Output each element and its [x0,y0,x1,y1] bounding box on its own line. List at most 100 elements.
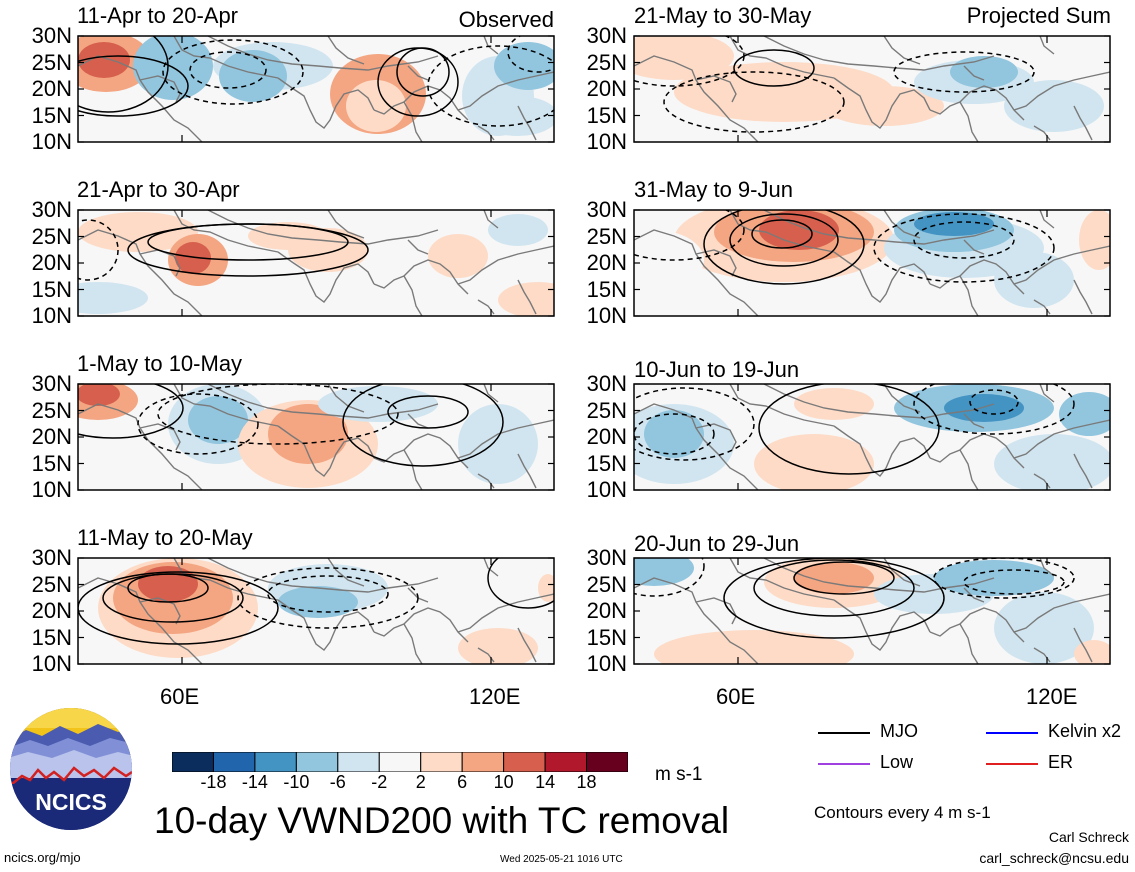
mjo-contour [723,558,945,639]
panel-title-6: 10-Jun to 19-Jun [634,357,800,382]
lat-label: 20N [586,424,627,449]
coastline [517,279,537,315]
colorbar-swatch [544,752,588,772]
mjo-contour [933,558,1075,599]
map-panel-4 [633,209,1111,317]
anomaly-shading [644,410,704,458]
mjo-contour [137,393,259,455]
main-title: 10-day VWND200 with TC removal [154,800,730,841]
coastline [833,425,931,477]
lat-label: 20N [586,76,627,101]
mjo-contour [729,213,839,267]
coastline [883,36,921,65]
anomaly-shading [188,396,248,444]
lat-label: 25N [586,397,627,423]
colorbar-units: m s-1 [655,764,703,785]
anomaly-shading [950,56,1018,88]
coastline [1039,210,1055,229]
coastline [457,419,554,459]
mjo-contour [157,384,399,445]
anomaly-shading [78,384,120,406]
lat-label: 25N [586,49,627,75]
colorbar-tick-label: -18 [200,772,227,792]
mjo-contour [342,384,504,467]
map-panel-3 [77,209,555,317]
mjo-contour [634,36,745,87]
colorbar-swatch [212,752,256,772]
projected-sum-label: Projected Sum [966,3,1111,28]
panel-title-3: 21-Apr to 30-Apr [77,177,240,202]
coastline [634,577,759,664]
colorbar-swatch [254,752,297,772]
lat-label: 15N [586,450,627,476]
coastline [1033,647,1051,663]
coastline [407,65,429,81]
lat-label: 15N [31,624,72,650]
map-panel-7 [77,557,555,665]
lat-label: 15N [586,102,627,128]
mjo-contour [396,47,450,97]
coastline [729,384,835,427]
coastline [173,36,279,79]
coastline [517,627,537,663]
coastline [277,599,375,651]
footer-url[interactable]: ncics.org/mjo [4,850,81,865]
anomaly-shading [794,388,874,420]
colorbar-tick-label: -10 [283,772,310,792]
colorbar-tick-label: -2 [371,772,388,792]
lat-label: 10N [31,129,72,154]
anomaly-shading [78,42,130,78]
coastline [763,558,995,593]
anomaly-shading [318,386,438,422]
panel-title-2: 21-May to 30-May [634,3,812,28]
observed-label: Observed [458,7,554,32]
panel-title-8: 20-Jun to 29-Jun [634,531,800,556]
anomaly-shading [133,36,213,100]
coastline [277,425,375,477]
lat-label: 20N [586,250,627,275]
legend-line-low [818,763,870,765]
mjo-contour [793,561,895,595]
coastline [78,403,203,490]
mjo-contour [913,221,1015,259]
colorbar [172,752,628,772]
anomaly-shading [219,50,287,102]
coastline [477,473,495,489]
ncics-logo: NCICS [10,708,132,830]
mjo-contour [487,558,554,609]
anomaly-shading [428,234,488,278]
mjo-contour [189,51,267,89]
anomaly-shading [914,212,994,236]
coastline [483,384,499,403]
mjo-contour [427,45,554,127]
anomaly-shading [175,242,211,274]
author-name: Carl Schreck [1048,829,1129,845]
mjo-contour [663,71,845,133]
lat-label: 25N [31,397,72,423]
lat-label: 25N [31,49,72,75]
lat-label: 20N [31,424,72,449]
coastline [327,36,365,65]
coastline [634,403,759,490]
mjo-contour [78,219,119,281]
author-email[interactable]: carl_schreck@ncsu.edu [979,850,1129,866]
anomaly-shading [634,36,734,80]
lat-label: 10N [31,651,72,676]
mjo-contour [634,413,715,455]
coastline [207,558,439,593]
coastline [883,558,921,587]
mjo-contour [913,384,1075,435]
colorbar-swatch [420,752,463,772]
anomaly-shading [458,404,538,484]
mjo-contour [634,558,705,597]
colorbar-swatch [586,752,628,772]
lat-label: 20N [31,76,72,101]
anomaly-shading [634,230,704,290]
anomaly-shading [498,282,554,316]
coastline [963,65,985,81]
lat-label: 30N [586,371,627,396]
map-panel-2 [633,35,1111,143]
colorbar-tick-label: 10 [493,772,514,792]
footer-timestamp: Wed 2025-05-21 1016 UTC [500,854,623,865]
coastline [1073,627,1093,663]
